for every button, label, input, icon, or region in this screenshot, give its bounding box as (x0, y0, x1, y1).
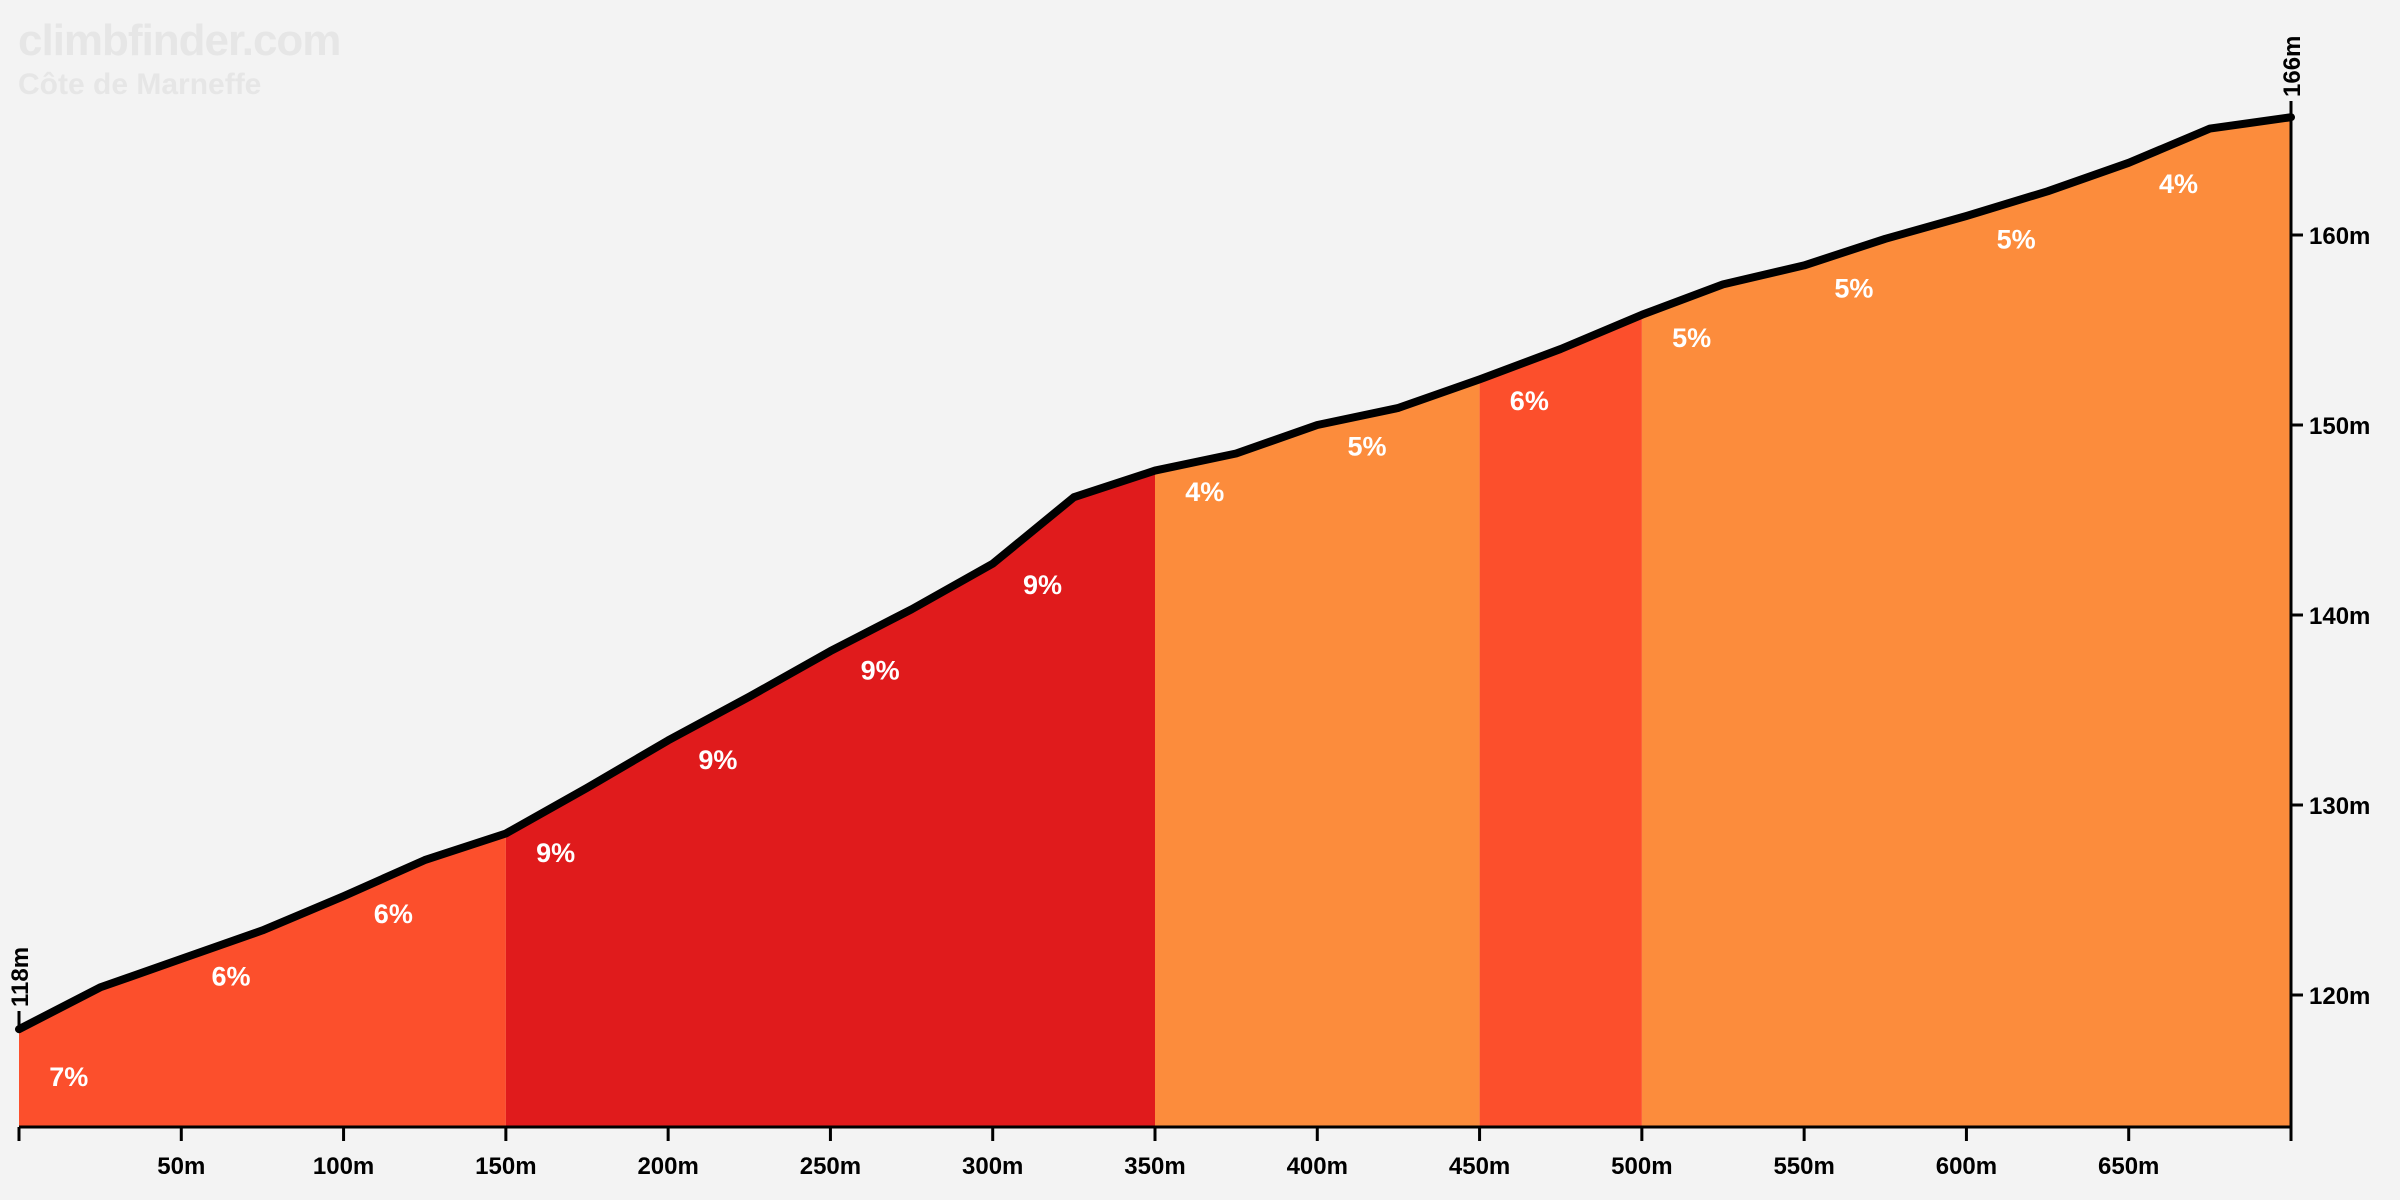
watermark-climb-name: Côte de Marneffe (18, 68, 262, 101)
x-tick-label-50: 50m (157, 1153, 205, 1180)
x-tick-label-550: 550m (1773, 1153, 1834, 1180)
profile-line (15, 113, 2295, 1034)
x-tick-label-350: 350m (1124, 1153, 1185, 1180)
x-tick-label-650: 650m (2098, 1153, 2159, 1180)
y-tick-label-150: 150m (2309, 413, 2370, 440)
end-elevation-label: 166m (2279, 36, 2306, 97)
x-tick-label-600: 600m (1936, 1153, 1997, 1180)
x-tick-label-200: 200m (637, 1153, 698, 1180)
grade-label-10: 6% (1510, 386, 1549, 416)
y-tick-label-140: 140m (2309, 603, 2370, 630)
grade-label-6: 9% (861, 656, 900, 686)
x-tick-label-250: 250m (800, 1153, 861, 1180)
grade-label-5: 9% (698, 745, 737, 775)
grade-label-4: 9% (536, 838, 575, 868)
y-tick-label-130: 130m (2309, 793, 2370, 820)
grade-label-8: 4% (1185, 477, 1224, 507)
profile-segment-1 (19, 833, 506, 1127)
grade-label-3: 6% (374, 899, 413, 929)
x-tick-label-400: 400m (1287, 1153, 1348, 1180)
watermark-site: climbfinder.com (18, 16, 341, 65)
x-tick-label-450: 450m (1449, 1153, 1510, 1180)
profile-segment-2 (505, 470, 1155, 1128)
grade-label-1: 7% (49, 1062, 88, 1092)
grade-label-2: 6% (212, 962, 251, 992)
start-elevation-label: 118m (7, 947, 34, 1007)
y-tick-label-120: 120m (2309, 983, 2370, 1010)
y-tick-label-160: 160m (2309, 223, 2370, 250)
grade-label-7: 9% (1023, 570, 1062, 600)
grade-label-11: 5% (1672, 323, 1711, 353)
grade-label-9: 5% (1348, 431, 1387, 461)
x-tick-label-500: 500m (1611, 1153, 1672, 1180)
x-tick-label-150: 150m (475, 1153, 536, 1180)
grade-label-14: 4% (2159, 169, 2198, 199)
profile-segment-5 (1641, 117, 2291, 1127)
grade-label-13: 5% (1997, 224, 2036, 254)
grade-label-12: 5% (1834, 274, 1873, 304)
profile-segment-3 (1155, 379, 1480, 1127)
profile-segment-4 (1479, 314, 1642, 1127)
x-tick-label-300: 300m (962, 1153, 1023, 1180)
x-tick-label-100: 100m (313, 1153, 374, 1180)
